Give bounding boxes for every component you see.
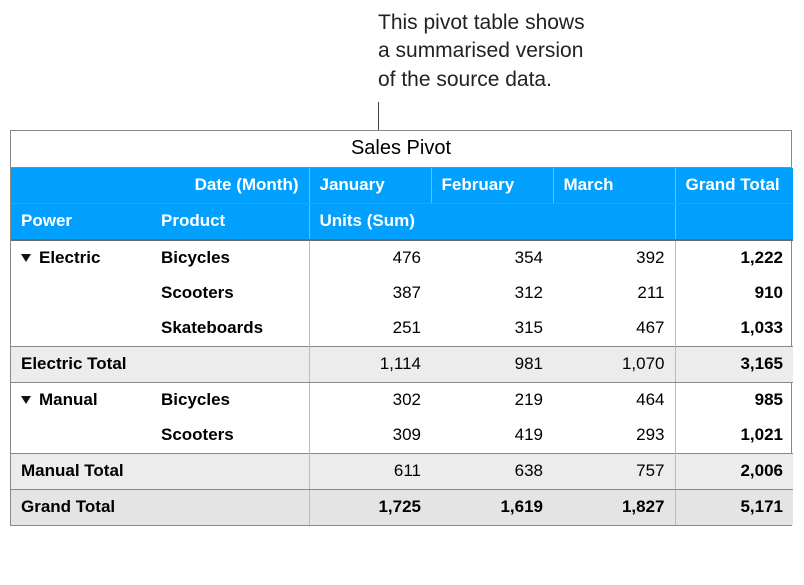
value-cell[interactable]: 467 [553, 311, 675, 347]
row-total-cell[interactable]: 1,033 [675, 311, 793, 347]
product-cell[interactable]: Bicycles [151, 240, 309, 276]
callout-leader-line [378, 102, 379, 130]
disclosure-triangle-icon [21, 396, 31, 404]
header-month-jan[interactable]: January [309, 168, 431, 204]
subtotal-cell[interactable]: 611 [309, 454, 431, 490]
group-name: Manual [39, 390, 98, 409]
value-cell[interactable]: 219 [431, 383, 553, 419]
value-cell[interactable]: 251 [309, 311, 431, 347]
subtotal-cell[interactable]: 981 [431, 347, 553, 383]
callout-text: This pivot table shows a summarised vers… [378, 9, 585, 94]
product-cell[interactable]: Scooters [151, 418, 309, 454]
value-cell[interactable]: 315 [431, 311, 553, 347]
header-blank [11, 168, 151, 204]
grand-total-total-cell[interactable]: 5,171 [675, 490, 793, 526]
group-name: Electric [39, 248, 100, 267]
value-cell[interactable]: 387 [309, 276, 431, 311]
header-grand-total[interactable]: Grand Total [675, 168, 793, 204]
callout-line-1: This pivot table shows [378, 9, 585, 37]
grand-total-cell[interactable]: 1,619 [431, 490, 553, 526]
group-spacer [11, 276, 151, 311]
subtotal-total-cell[interactable]: 2,006 [675, 454, 793, 490]
header-month-feb[interactable]: February [431, 168, 553, 204]
group-toggle-electric[interactable]: Electric [11, 240, 151, 276]
callout-line-3: of the source data. [378, 66, 585, 94]
table-row: Electric Bicycles 476 354 392 1,222 [11, 240, 793, 276]
grand-total-row: Grand Total 1,725 1,619 1,827 5,171 [11, 490, 793, 526]
row-total-cell[interactable]: 910 [675, 276, 793, 311]
value-cell[interactable]: 211 [553, 276, 675, 311]
pivot-table-grid: Date (Month) January February March Gran… [11, 168, 793, 525]
header-row-1: Date (Month) January February March Gran… [11, 168, 793, 204]
header-units-sum[interactable]: Units (Sum) [309, 204, 675, 241]
table-row: Manual Bicycles 302 219 464 985 [11, 383, 793, 419]
subtotal-label: Manual Total [11, 454, 309, 490]
header-row-2: Power Product Units (Sum) [11, 204, 793, 241]
callout-line-2: a summarised version [378, 37, 585, 65]
subtotal-cell[interactable]: 757 [553, 454, 675, 490]
value-cell[interactable]: 309 [309, 418, 431, 454]
value-cell[interactable]: 302 [309, 383, 431, 419]
grand-total-cell[interactable]: 1,725 [309, 490, 431, 526]
product-cell[interactable]: Scooters [151, 276, 309, 311]
row-total-cell[interactable]: 1,021 [675, 418, 793, 454]
header-power[interactable]: Power [11, 204, 151, 241]
product-cell[interactable]: Bicycles [151, 383, 309, 419]
subtotal-total-cell[interactable]: 3,165 [675, 347, 793, 383]
value-cell[interactable]: 293 [553, 418, 675, 454]
header-blank-2 [675, 204, 793, 241]
group-spacer [11, 418, 151, 454]
subtotal-row-electric: Electric Total 1,114 981 1,070 3,165 [11, 347, 793, 383]
product-cell[interactable]: Skateboards [151, 311, 309, 347]
subtotal-row-manual: Manual Total 611 638 757 2,006 [11, 454, 793, 490]
table-row: Scooters 309 419 293 1,021 [11, 418, 793, 454]
pivot-table: Sales Pivot Date (Month) January Februar… [10, 130, 792, 526]
value-cell[interactable]: 476 [309, 240, 431, 276]
table-row: Scooters 387 312 211 910 [11, 276, 793, 311]
row-total-cell[interactable]: 1,222 [675, 240, 793, 276]
group-spacer [11, 311, 151, 347]
header-date-month[interactable]: Date (Month) [151, 168, 309, 204]
grand-total-label: Grand Total [11, 490, 309, 526]
header-product[interactable]: Product [151, 204, 309, 241]
table-row: Skateboards 251 315 467 1,033 [11, 311, 793, 347]
value-cell[interactable]: 392 [553, 240, 675, 276]
value-cell[interactable]: 312 [431, 276, 553, 311]
subtotal-label: Electric Total [11, 347, 309, 383]
disclosure-triangle-icon [21, 254, 31, 262]
grand-total-cell[interactable]: 1,827 [553, 490, 675, 526]
subtotal-cell[interactable]: 1,114 [309, 347, 431, 383]
group-toggle-manual[interactable]: Manual [11, 383, 151, 419]
subtotal-cell[interactable]: 638 [431, 454, 553, 490]
value-cell[interactable]: 464 [553, 383, 675, 419]
table-title: Sales Pivot [11, 131, 791, 168]
subtotal-cell[interactable]: 1,070 [553, 347, 675, 383]
row-total-cell[interactable]: 985 [675, 383, 793, 419]
value-cell[interactable]: 419 [431, 418, 553, 454]
value-cell[interactable]: 354 [431, 240, 553, 276]
header-month-mar[interactable]: March [553, 168, 675, 204]
